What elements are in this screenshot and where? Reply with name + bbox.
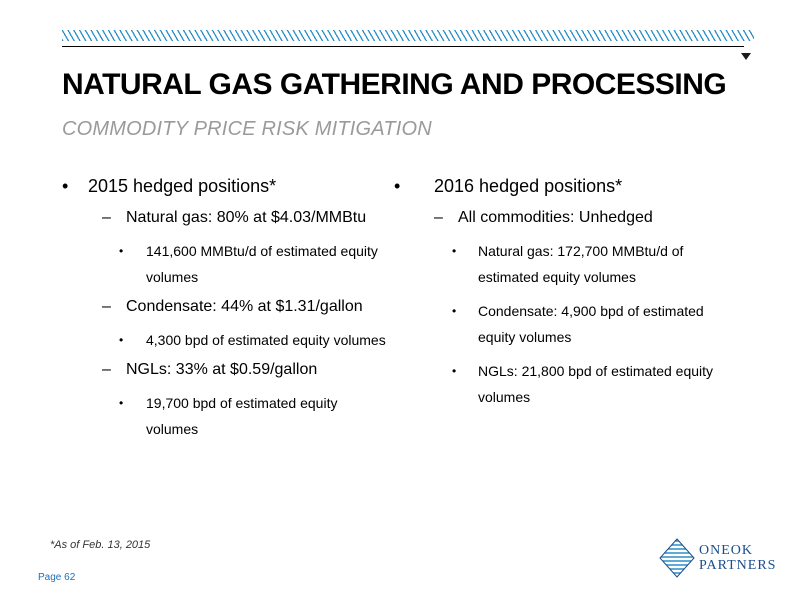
item-condensate: Condensate: 44% at $1.31/gallon xyxy=(126,298,363,315)
detail-condensate: 4,300 bpd of estimated equity volumes xyxy=(146,332,386,348)
left-column: • 2015 hedged positions* – Natural gas: 80… xyxy=(62,176,392,450)
bullet-level3: • Natural gas: 172,700 MMBtu/d of estimat… xyxy=(452,243,684,285)
triangle-down-icon xyxy=(741,53,751,60)
bullet-level3: • 19,700 bpd of estimated equity volumes xyxy=(119,395,338,437)
bullet-level3: • Condensate: 4,900 bpd of estimated equi… xyxy=(452,303,704,345)
heading-2015: 2015 hedged positions* xyxy=(88,176,277,196)
detail-natural-gas-2016: Natural gas: 172,700 MMBtu/d of estimate… xyxy=(478,243,684,285)
bullet-level3: • NGLs: 21,800 bpd of estimated equity vo… xyxy=(452,363,714,405)
detail-ngls-2016: NGLs: 21,800 bpd of estimated equity vol… xyxy=(478,363,714,405)
logo-text-partners: PARTNERS xyxy=(699,558,777,573)
diamond-logo-icon xyxy=(659,538,695,578)
bullet-level3: • 4,300 bpd of estimated equity volumes xyxy=(119,332,386,348)
detail-ngls: 19,700 bpd of estimated equity volumes xyxy=(146,395,338,437)
right-column: • 2016 hedged positions* – All commodities… xyxy=(392,176,737,418)
detail-natural-gas: 141,600 MMBtu/d of estimated equity volu… xyxy=(146,243,378,285)
bullet-level2: – Natural gas: 80% at $4.03/MMBtu xyxy=(102,209,367,226)
item-all-commodities: All commodities: Unhedged xyxy=(458,209,653,226)
item-natural-gas: Natural gas: 80% at $4.03/MMBtu xyxy=(126,209,367,226)
page-title: NATURAL GAS GATHERING AND PROCESSING xyxy=(62,68,727,101)
footnote: *As of Feb. 13, 2015 xyxy=(50,539,151,551)
page-subtitle: COMMODITY PRICE RISK MITIGATION xyxy=(62,118,432,140)
company-logo: ONEOK PARTNERS xyxy=(659,538,775,578)
header-hatch-band xyxy=(62,30,754,41)
detail-condensate-2016: Condensate: 4,900 bpd of estimated equit… xyxy=(478,303,704,345)
page-number: Page 62 xyxy=(38,572,76,583)
bullet-level2: – Condensate: 44% at $1.31/gallon xyxy=(102,298,363,315)
bullet-level1: • 2016 hedged positions* xyxy=(394,176,623,196)
header-rule xyxy=(62,46,744,47)
logo-text-oneok: ONEOK xyxy=(699,543,753,558)
item-ngls: NGLs: 33% at $0.59/gallon xyxy=(126,361,318,378)
heading-2016: 2016 hedged positions* xyxy=(434,176,623,196)
bullet-level2: – NGLs: 33% at $0.59/gallon xyxy=(102,361,318,378)
bullet-level3: • 141,600 MMBtu/d of estimated equity vol… xyxy=(119,243,378,285)
bullet-level2: – All commodities: Unhedged xyxy=(434,209,653,226)
bullet-level1: • 2015 hedged positions* xyxy=(62,176,277,196)
